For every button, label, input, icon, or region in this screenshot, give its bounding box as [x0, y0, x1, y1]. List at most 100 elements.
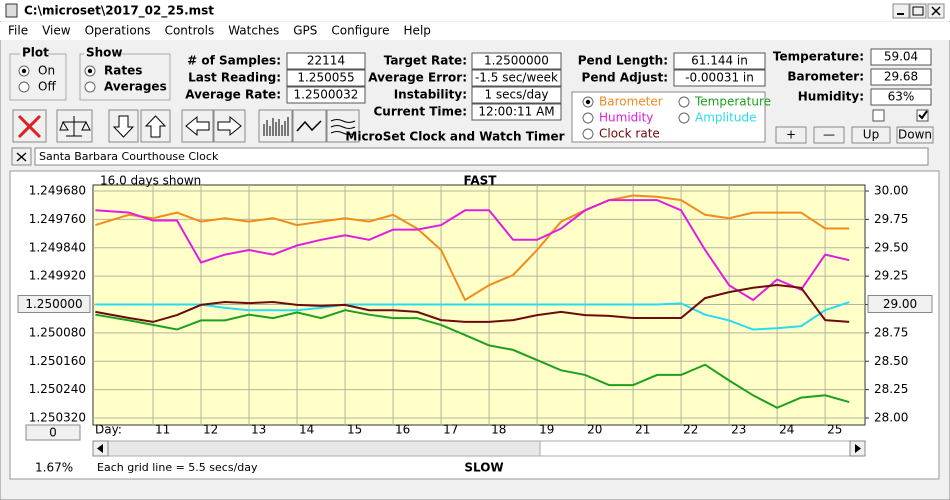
- legend-entry[interactable]: Temperature: [694, 95, 771, 109]
- window-controls[interactable]: [892, 3, 945, 19]
- field-box: [471, 86, 562, 104]
- x-tick-label: 11: [155, 423, 170, 437]
- down-icon: [112, 115, 135, 138]
- menu-item[interactable]: View: [42, 24, 71, 38]
- up-icon: [144, 115, 167, 138]
- scroll-right-icon: [855, 444, 861, 453]
- legend-entry[interactable]: Amplitude: [695, 111, 757, 125]
- checkbox[interactable]: [916, 109, 929, 122]
- y-tick-label: 1.250080: [29, 325, 86, 339]
- grid-note: Each grid line = 5.5 secs/day: [97, 461, 258, 474]
- menu-item[interactable]: Controls: [165, 24, 215, 38]
- scroll-thumb[interactable]: [539, 440, 851, 457]
- line-button[interactable]: [292, 109, 327, 143]
- plot-radio-dot: [21, 68, 27, 74]
- show-radio[interactable]: [84, 81, 96, 93]
- field-value: 22114: [307, 54, 345, 68]
- y-tick-label: 1.249840: [29, 240, 86, 254]
- menu-item[interactable]: Configure: [331, 24, 389, 38]
- checkbox-check: [918, 110, 928, 120]
- menu-item[interactable]: Watches: [228, 24, 279, 38]
- menu-item[interactable]: File: [8, 24, 28, 38]
- maximize-button[interactable]: [909, 3, 927, 19]
- field-label: Target Rate:: [384, 54, 467, 68]
- field-value: -0.00031 in: [685, 71, 754, 85]
- field-box: [471, 103, 562, 121]
- field-label: Pend Adjust:: [582, 71, 668, 85]
- show-option[interactable]: Averages: [104, 80, 167, 94]
- maximize-icon: [912, 6, 924, 16]
- y-tick-label: 1.249920: [29, 269, 86, 283]
- plot-option[interactable]: Off: [38, 80, 56, 94]
- legend-radio[interactable]: [678, 112, 690, 124]
- field-value: 29.68: [884, 70, 918, 84]
- field-label: Instability:: [394, 88, 467, 102]
- show-group-title: Show: [86, 46, 123, 60]
- x-tick-label: 20: [587, 423, 602, 437]
- legend-entry[interactable]: Barometer: [599, 95, 663, 109]
- offset-button[interactable]: [25, 424, 81, 441]
- legend-radio[interactable]: [582, 128, 594, 140]
- field-label: Current Time:: [373, 105, 467, 119]
- x-tick-label: 12: [203, 423, 218, 437]
- legend-entry[interactable]: Clock rate: [599, 127, 660, 141]
- watch-name-field[interactable]: [34, 147, 929, 166]
- field-value: 1.2500032: [294, 88, 359, 102]
- clear-icon: [17, 114, 42, 139]
- slow-label: SLOW: [464, 461, 503, 475]
- env-button-label: —: [823, 128, 835, 142]
- field-value: 59.04: [884, 50, 918, 64]
- scrollbar[interactable]: [92, 440, 866, 457]
- legend-radio[interactable]: [582, 112, 594, 124]
- env-button[interactable]: [851, 126, 891, 144]
- y2-tick-label: 29.50: [874, 240, 908, 254]
- x-tick-label: 23: [731, 423, 746, 437]
- field-box: [870, 88, 932, 106]
- show-radio-dot: [87, 68, 93, 74]
- x-tick-label: 24: [779, 423, 794, 437]
- legend-entry[interactable]: Humidity: [599, 111, 653, 125]
- y2-tick-label: 28.25: [874, 382, 908, 396]
- menu-item[interactable]: GPS: [293, 24, 317, 38]
- bars-icon: [263, 117, 289, 136]
- menu-item[interactable]: Operations: [85, 24, 151, 38]
- field-box: [286, 86, 366, 104]
- y-tick-label: 1.250160: [29, 354, 86, 368]
- legend-radio[interactable]: [678, 96, 690, 108]
- field-box: [471, 69, 562, 87]
- plot-group-title: Plot: [22, 46, 49, 60]
- y2-tick-button[interactable]: [867, 295, 933, 313]
- env-button[interactable]: [896, 126, 934, 144]
- scroll-left-icon: [97, 444, 103, 453]
- plot-option[interactable]: On: [38, 64, 55, 78]
- close-icon: [931, 6, 941, 16]
- x-axis-label: Day:: [95, 423, 122, 437]
- y-tick-button[interactable]: [17, 295, 91, 313]
- x-tick-label: 13: [251, 423, 266, 437]
- field-value: 1.2500000: [484, 54, 549, 68]
- window-title: C:\microset\2017_02_25.mst: [24, 4, 214, 19]
- title-bar: [0, 0, 950, 21]
- env-button[interactable]: [813, 126, 845, 144]
- minimize-button[interactable]: [892, 3, 910, 19]
- env-button[interactable]: [775, 126, 807, 144]
- group-title-bg: [84, 47, 120, 60]
- field-value: 1 secs/day: [484, 88, 548, 102]
- checkbox[interactable]: [872, 109, 885, 122]
- fast-label: FAST: [464, 174, 498, 188]
- x-tick-label: 14: [299, 423, 314, 437]
- field-label: Humidity:: [798, 90, 864, 104]
- field-value: 63%: [888, 90, 915, 104]
- menu-item[interactable]: Help: [404, 24, 431, 38]
- y-tick-label: 1.250000: [25, 297, 82, 311]
- x-tick-label: 22: [683, 423, 698, 437]
- field-label: Average Error:: [368, 71, 467, 85]
- plot-radio[interactable]: [18, 81, 30, 93]
- y2-tick-label: 29.00: [883, 297, 917, 311]
- show-option[interactable]: Rates: [104, 64, 142, 78]
- field-value: 61.144 in: [691, 54, 748, 68]
- field-label: # of Samples:: [187, 54, 281, 68]
- offset-button-label: 0: [49, 426, 57, 440]
- field-box: [870, 68, 932, 86]
